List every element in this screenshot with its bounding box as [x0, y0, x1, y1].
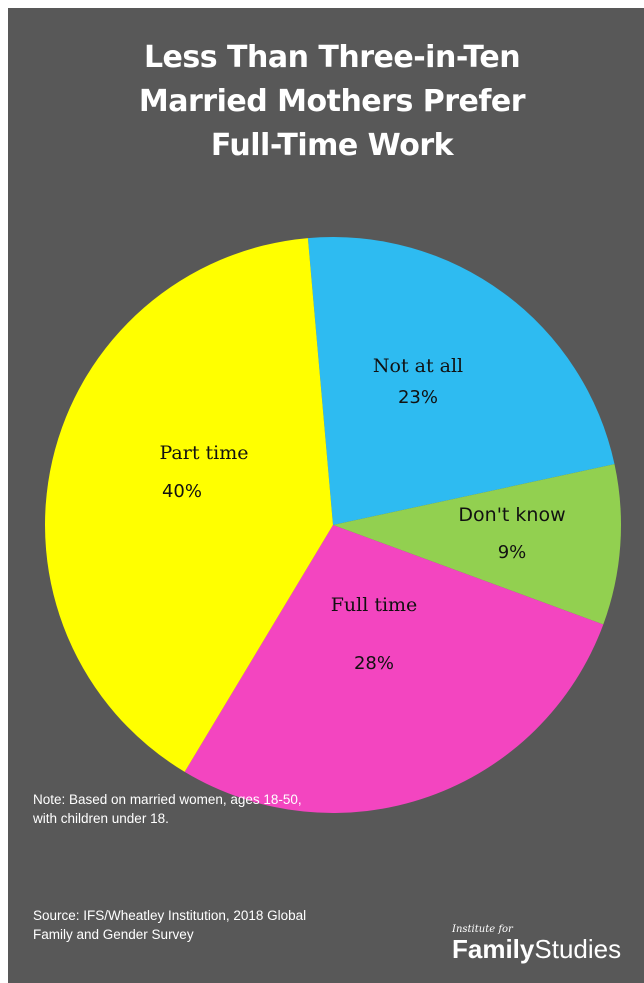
logo-studies-text: Studies [534, 934, 622, 964]
pie-slice-part-time [44, 238, 333, 772]
pie-slice-not-at-all [307, 237, 615, 526]
slice-value-part-time: 40% [162, 481, 202, 502]
slice-label-don-t-know: Don't know [458, 504, 565, 526]
note-line-2: with children under 18. [33, 811, 169, 826]
logo-family-text: Family [452, 934, 535, 964]
pie-slice-full-time [184, 525, 604, 813]
chart-note: Note: Based on married women, ages 18-50… [33, 790, 393, 828]
slice-label-full-time: Full time [331, 594, 418, 616]
title-line-1: Less Than Three-in-Ten [143, 40, 521, 75]
slice-value-not-at-all: 23% [398, 387, 438, 408]
logo-institute-text: Institute for [452, 924, 513, 935]
slice-label-part-time: Part time [160, 442, 249, 464]
slice-value-full-time: 28% [354, 653, 394, 674]
logo-wordmark: FamilyStudies [452, 934, 621, 965]
note-line-1: Note: Based on married women, ages 18-50… [33, 792, 302, 807]
source-line-2: Family and Gender Survey [33, 927, 194, 942]
chart-source: Source: IFS/Wheatley Institution, 2018 G… [33, 906, 413, 944]
pie-slice-don-t-know [333, 464, 621, 625]
title-line-2: Married Mothers Prefer [138, 84, 526, 119]
chart-title: Less Than Three-in-Ten Married Mothers P… [0, 36, 644, 168]
slice-label-not-at-all: Not at all [373, 355, 463, 377]
source-line-1: Source: IFS/Wheatley Institution, 2018 G… [33, 908, 307, 923]
slice-value-don-t-know: 9% [498, 542, 527, 563]
title-line-3: Full-Time Work [210, 128, 454, 163]
